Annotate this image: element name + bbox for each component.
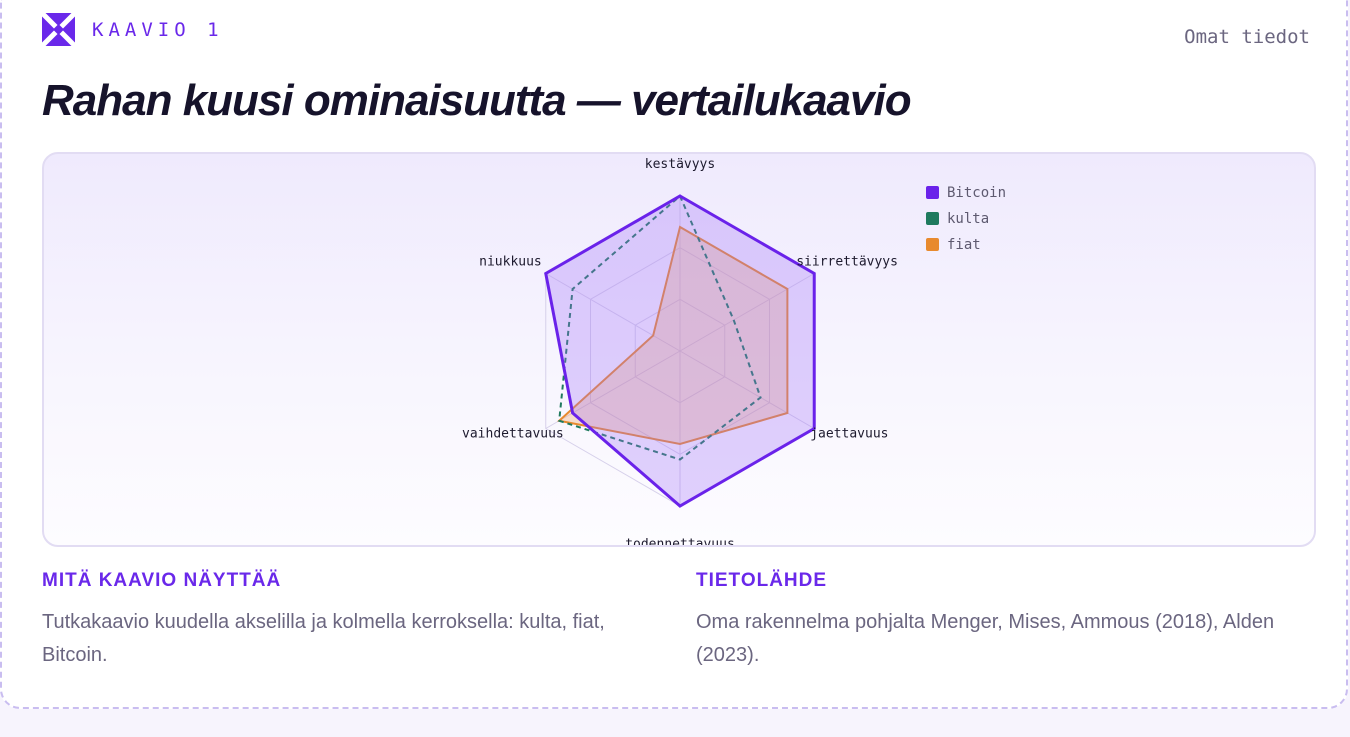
description-text: Tutkakaavio kuudella akselilla ja kolmel…: [42, 606, 662, 672]
logo-x-icon: [42, 13, 75, 46]
data-source-label: Omat tiedot: [1184, 26, 1310, 48]
page-title: Rahan kuusi ominaisuutta — vertailukaavi…: [42, 76, 911, 126]
axis-label-4: vaihdettavuus: [462, 427, 564, 442]
axis-label-2: jaettavuus: [810, 427, 888, 442]
axis-label-0: kestävyys: [645, 157, 715, 172]
chart-panel: kestävyys siirrettävyys jaettavuus todennet…: [42, 152, 1316, 547]
description-section: MITÄ KAAVIO NÄYTTÄÄ Tutkakaavio kuudella…: [42, 570, 662, 672]
legend-label-bitcoin: Bitcoin: [947, 185, 1006, 201]
source-section: TIETOLÄHDE Oma rakennelma pohjalta Menge…: [696, 570, 1296, 672]
legend-swatch-fiat: [926, 238, 939, 251]
series-bitcoin-polygon: [546, 196, 814, 506]
figure-number: KAAVIO 1: [92, 19, 224, 41]
description-heading: MITÄ KAAVIO NÄYTTÄÄ: [42, 570, 662, 592]
figure-card: KAAVIO 1 Omat tiedot Rahan kuusi ominais…: [0, 0, 1348, 709]
axis-label-1: siirrettävyys: [796, 255, 898, 270]
legend-label-fiat: fiat: [947, 237, 981, 253]
source-heading: TIETOLÄHDE: [696, 570, 1296, 592]
axis-label-5: niukkuus: [479, 255, 542, 270]
legend-label-kulta: kulta: [947, 211, 989, 227]
source-text: Oma rakennelma pohjalta Menger, Mises, A…: [696, 606, 1296, 672]
radar-chart: kestävyys siirrettävyys jaettavuus todennet…: [44, 154, 1314, 545]
axis-label-3: todennettavuus: [625, 537, 735, 545]
legend-swatch-bitcoin: [926, 186, 939, 199]
legend-swatch-kulta: [926, 212, 939, 225]
figure-tag: KAAVIO 1: [42, 13, 224, 46]
